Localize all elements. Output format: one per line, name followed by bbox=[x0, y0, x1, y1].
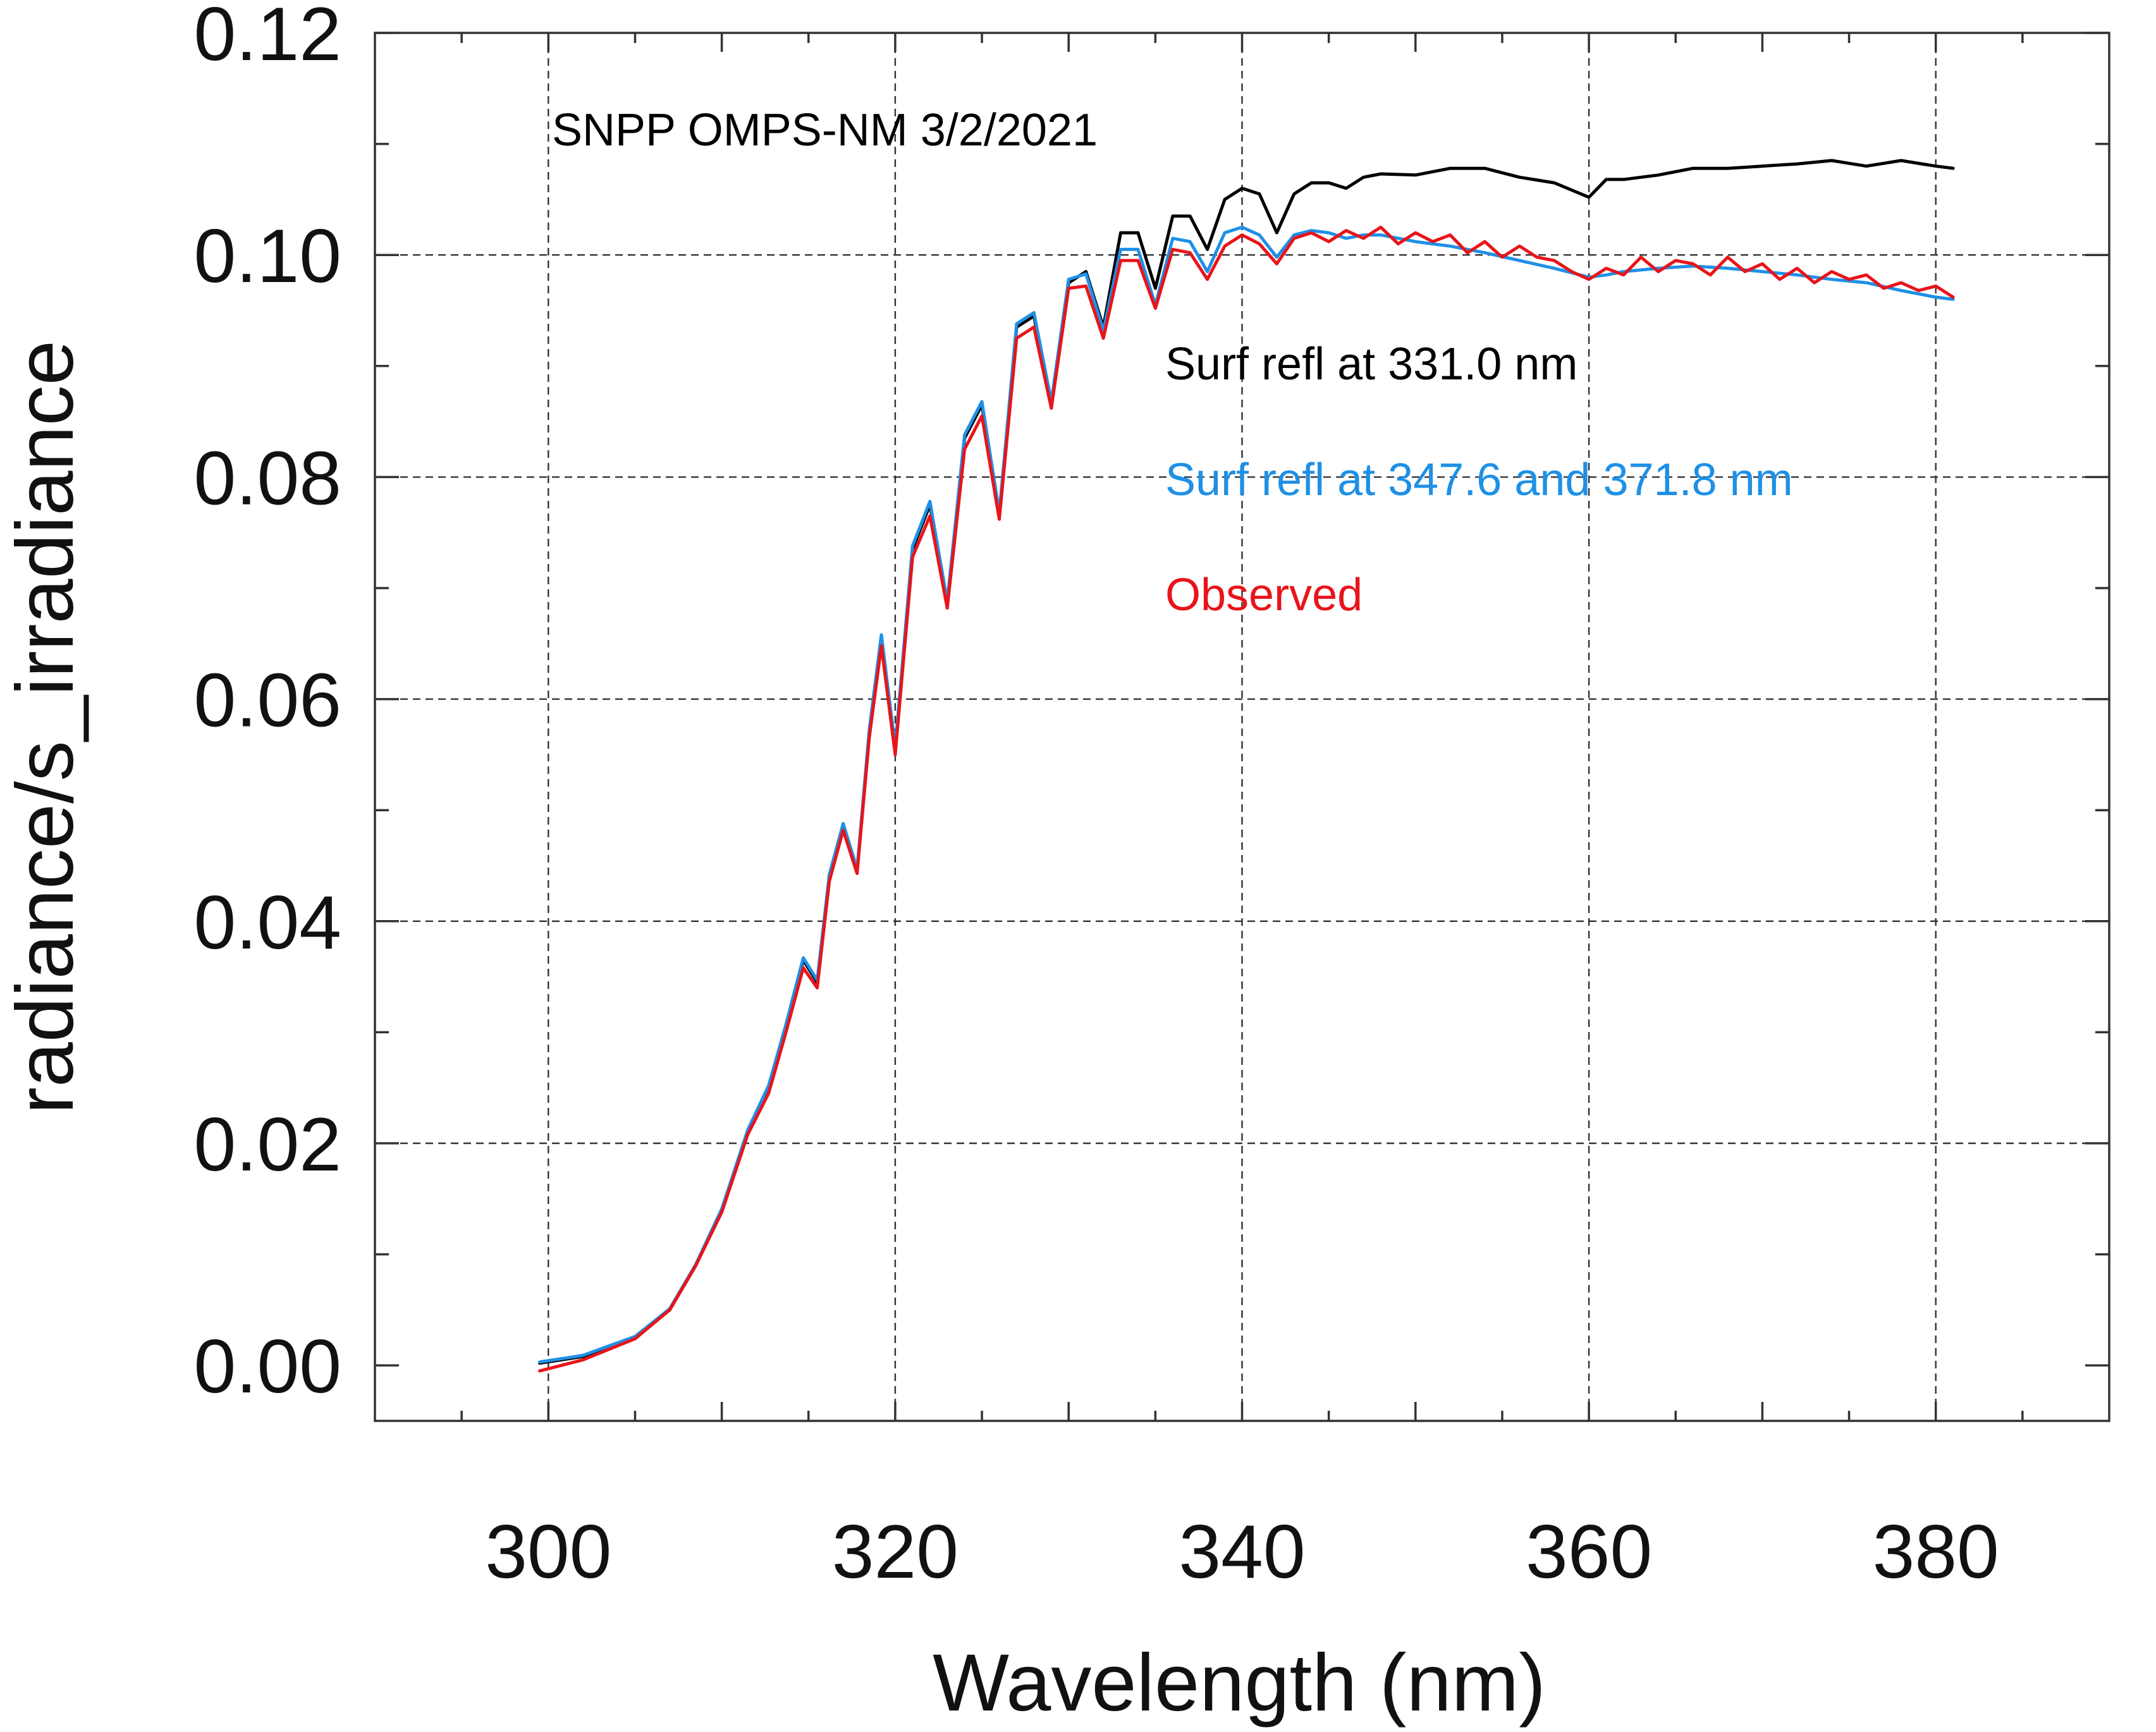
x-tick-label: 300 bbox=[485, 1509, 611, 1594]
series-line-2 bbox=[538, 225, 1955, 1373]
y-tick-label: 0.00 bbox=[193, 1324, 341, 1409]
x-tick-label: 380 bbox=[1873, 1509, 1999, 1594]
y-tick-label: 0.04 bbox=[193, 880, 341, 965]
x-tick-label: 340 bbox=[1179, 1509, 1305, 1594]
y-tick-label: 0.02 bbox=[193, 1102, 341, 1187]
y-axis-label: radiance/s_irradiance bbox=[0, 340, 90, 1114]
y-tick-label: 0.08 bbox=[193, 436, 341, 520]
x-tick-label: 320 bbox=[832, 1509, 959, 1594]
axis-ticks bbox=[375, 32, 2109, 1421]
legend-entry-1: Surf refl at 347.6 and 371.8 nm bbox=[1165, 455, 1793, 505]
y-tick-label: 0.10 bbox=[193, 214, 341, 298]
tick-labels: 300 320 340 360 380 0.00 0.02 0.04 0.06 0.08 0.10 0… bbox=[193, 0, 1999, 1594]
legend-entry-0: Surf refl at 331.0 nm bbox=[1165, 339, 1577, 390]
legend-entry-2: Observed bbox=[1165, 570, 1363, 620]
y-tick-label: 0.06 bbox=[193, 658, 341, 743]
gridlines bbox=[375, 33, 2109, 1421]
series-lines bbox=[538, 159, 1955, 1373]
x-axis-label: Wavelength (nm) bbox=[933, 1638, 1546, 1728]
chart-title: SNPP OMPS-NM 3/2/2021 bbox=[552, 105, 1098, 156]
x-tick-label: 360 bbox=[1526, 1509, 1652, 1594]
series-line-1 bbox=[538, 225, 1955, 1364]
plot-frame bbox=[374, 32, 2110, 1422]
y-tick-label: 0.12 bbox=[193, 0, 341, 77]
